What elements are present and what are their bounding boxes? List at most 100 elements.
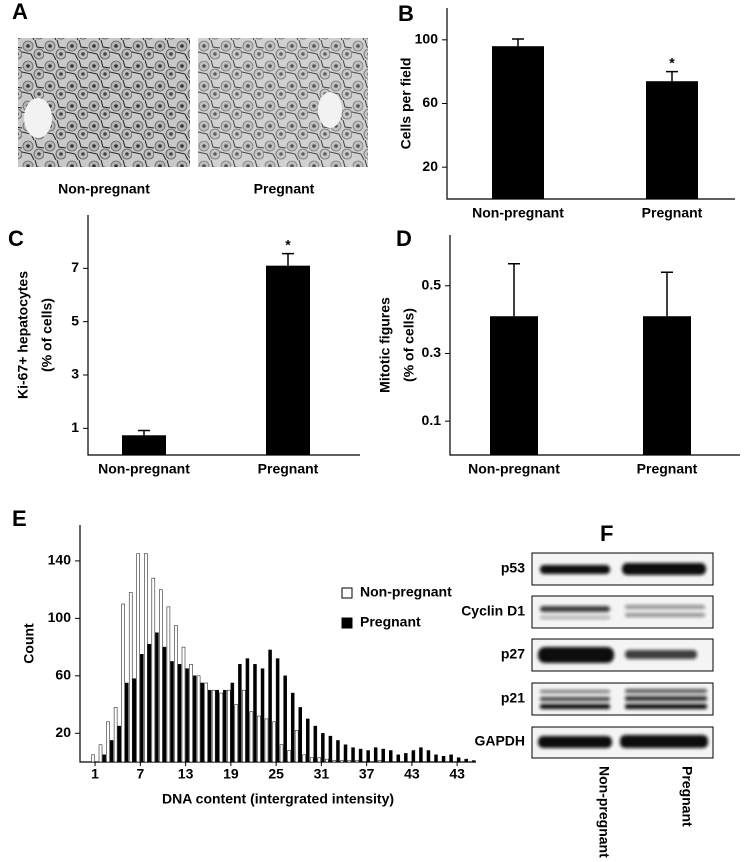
band	[538, 736, 612, 748]
histogram-bar	[268, 649, 272, 763]
panel-letter: C	[8, 226, 24, 251]
x-tick-label: 7	[136, 766, 144, 782]
panel-letter: A	[12, 0, 28, 24]
y-tick-label: 0.3	[422, 344, 442, 360]
histogram-bar	[181, 646, 186, 763]
panel-letter: E	[12, 506, 27, 531]
histogram-bar	[196, 675, 201, 763]
histogram-bar	[404, 753, 408, 763]
bar	[122, 435, 166, 455]
panel-letter: B	[398, 1, 414, 26]
x-tick-label: Non-pregnant	[472, 205, 564, 221]
histogram-bar	[464, 758, 468, 763]
histogram-bar	[234, 704, 239, 763]
y-axis-label: Count	[21, 623, 37, 664]
band	[538, 647, 614, 663]
legend-label: Non-pregnant	[360, 584, 452, 600]
histogram-bar	[102, 754, 106, 763]
legend-label: Pregnant	[360, 614, 421, 630]
y-tick-label: 5	[71, 312, 79, 328]
band	[540, 606, 610, 612]
histogram-bar	[128, 592, 133, 763]
error-bar	[508, 263, 520, 317]
histogram-bar	[174, 625, 178, 763]
histogram-bar	[211, 689, 216, 763]
histogram-bar	[238, 664, 242, 763]
histogram-bar	[219, 692, 223, 763]
bar	[490, 316, 538, 455]
histogram-bar	[355, 760, 359, 763]
histogram-bar	[151, 577, 156, 763]
histogram-bar	[290, 692, 295, 763]
axis	[446, 8, 735, 200]
histogram-bar	[456, 757, 461, 763]
histogram-bar	[159, 589, 163, 763]
histogram-bar	[419, 747, 423, 763]
histogram-bar	[366, 750, 370, 763]
histogram-bar	[441, 756, 446, 763]
histogram-bar	[340, 760, 344, 763]
x-tick-label: Pregnant	[637, 461, 698, 477]
error-bar	[666, 70, 678, 82]
histogram-bar	[106, 721, 110, 763]
histogram-bar	[351, 747, 355, 763]
error-bar	[282, 252, 294, 266]
histogram-bar	[298, 707, 302, 763]
histogram-bar	[313, 725, 318, 763]
histogram-bar	[309, 757, 314, 763]
histogram-bar	[332, 760, 337, 763]
lane-label: Pregnant	[679, 766, 695, 827]
vessel	[24, 98, 52, 138]
protein-label: Cyclin D1	[461, 603, 525, 619]
histogram-bar	[275, 658, 280, 763]
y-tick-label: 20	[422, 158, 438, 174]
x-tick-label: 43	[449, 766, 465, 782]
histogram-bar	[245, 658, 250, 763]
histogram-bar	[328, 735, 333, 763]
histogram-bar	[381, 748, 385, 763]
y-axis-label: Ki-67+ hepatocytes	[15, 271, 31, 399]
x-tick-label: 37	[359, 766, 375, 782]
histogram-bar	[434, 754, 438, 763]
protein-label: p21	[501, 690, 525, 706]
band	[625, 696, 707, 701]
x-tick-label: 19	[223, 766, 239, 782]
lane-label: Non-pregnant	[596, 766, 612, 858]
bar	[646, 81, 698, 199]
legend-swatch	[341, 587, 353, 599]
histogram-bar	[147, 643, 152, 763]
histogram-bar	[192, 675, 197, 763]
histogram-bar	[227, 689, 231, 763]
histogram-bar	[272, 721, 276, 763]
histogram-bar	[121, 603, 125, 763]
histogram-bar	[132, 678, 137, 763]
histogram-bar	[204, 682, 208, 763]
band	[540, 565, 610, 574]
histogram-bar	[264, 718, 269, 763]
band	[540, 704, 610, 709]
band	[625, 605, 705, 609]
histogram-bar	[207, 689, 212, 763]
panel-letter: F	[600, 521, 613, 546]
histogram-bar	[306, 718, 310, 763]
band	[540, 697, 610, 701]
y-tick-label: 7	[71, 259, 79, 275]
x-tick-label: 31	[314, 766, 330, 782]
histogram-bar	[155, 632, 159, 763]
histogram-bar	[170, 661, 174, 763]
histogram-bar	[136, 553, 140, 763]
histogram-bar	[125, 682, 129, 763]
blot	[531, 552, 714, 759]
y-tick-label: 3	[71, 366, 79, 382]
legend-swatch	[341, 617, 353, 629]
band	[540, 690, 610, 693]
y-tick-label: 100	[415, 31, 439, 47]
y-axis-label: (% of cells)	[39, 298, 55, 372]
x-tick-label: 43	[404, 766, 420, 782]
histogram-bar	[347, 760, 352, 763]
histogram-bar	[162, 646, 167, 763]
histogram-bar	[389, 750, 393, 763]
y-tick-label: 20	[55, 724, 71, 740]
histogram-bar	[91, 754, 95, 763]
